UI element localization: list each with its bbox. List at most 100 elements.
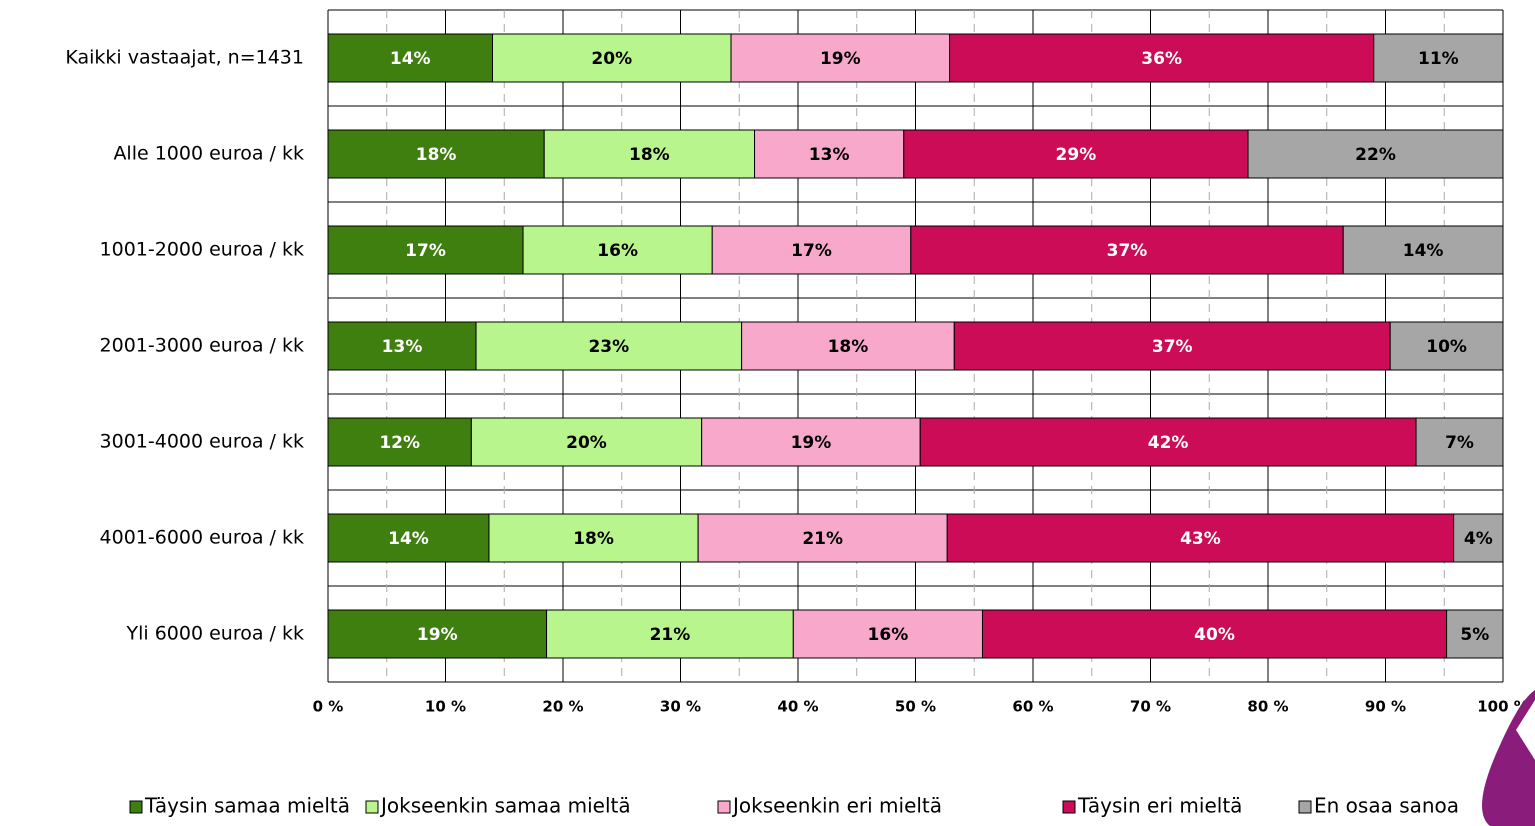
bar-segment (946, 513, 1455, 563)
x-tick-label: 90 % (1365, 698, 1406, 716)
bar-segment (327, 417, 472, 467)
data-label: 19% (791, 433, 832, 453)
bar-segment (903, 129, 1249, 179)
bar-segment (730, 33, 951, 83)
x-tick-label: 10 % (425, 698, 466, 716)
legend-label: Täysin samaa mieltä (144, 794, 350, 818)
bar-segment (327, 33, 493, 83)
bar-segment (1453, 513, 1504, 563)
data-label: 20% (566, 433, 607, 453)
x-tick-label: 40 % (777, 698, 818, 716)
bar-segment (1446, 609, 1504, 659)
data-label: 40% (1194, 625, 1235, 645)
y-tick-label: 2001-3000 euroa / kk (100, 335, 304, 357)
bar-segment (475, 321, 743, 371)
bar-segment (543, 129, 756, 179)
data-label: 36% (1141, 49, 1182, 69)
data-label: 18% (828, 337, 869, 357)
bar-segment (711, 225, 912, 275)
legend-swatch (129, 800, 143, 814)
legend-swatch (1062, 800, 1076, 814)
bar-segment (1342, 225, 1504, 275)
x-tick-label: 80 % (1247, 698, 1288, 716)
bar-segment (470, 417, 703, 467)
data-label: 14% (390, 49, 431, 69)
bar-segment (1389, 321, 1504, 371)
data-label: 37% (1107, 241, 1148, 261)
legend-label: En osaa sanoa (1314, 794, 1459, 818)
data-label: 14% (388, 529, 429, 549)
data-label: 16% (868, 625, 909, 645)
y-tick-label: Alle 1000 euroa / kk (113, 143, 304, 165)
data-label: 19% (820, 49, 861, 69)
bar-segment (327, 609, 548, 659)
bar-segment (792, 609, 983, 659)
data-label: 21% (650, 625, 691, 645)
y-tick-label: 3001-4000 euroa / kk (100, 431, 304, 453)
legend-label: Jokseenkin samaa mieltä (379, 794, 631, 818)
bar-segment (492, 33, 732, 83)
data-label: 12% (379, 433, 420, 453)
legend: Täysin samaa mieltä Jokseenkin samaa miel… (129, 794, 1459, 818)
logo (1482, 690, 1535, 826)
bar-segment (546, 609, 794, 659)
data-label: 18% (629, 145, 670, 165)
x-tick-label: 100 % (1477, 698, 1529, 716)
x-tick-label: 30 % (660, 698, 701, 716)
data-label: 4% (1464, 529, 1493, 549)
bar-segment (981, 609, 1448, 659)
bar-segment (1373, 33, 1504, 83)
bar-segment (754, 129, 905, 179)
data-label: 22% (1355, 145, 1396, 165)
data-label: 21% (802, 529, 843, 549)
x-tick-label: 60 % (1012, 698, 1053, 716)
data-label: 29% (1056, 145, 1097, 165)
data-label: 16% (597, 241, 638, 261)
x-tick-label: 70 % (1130, 698, 1171, 716)
data-label: 20% (591, 49, 632, 69)
data-label: 18% (416, 145, 457, 165)
data-label: 19% (417, 625, 458, 645)
labels: 0 % 10 % 20 % 30 % 40 % 50 % 60 % 70 % 80 % 90 % 1… (65, 47, 1528, 716)
data-label: 17% (791, 241, 832, 261)
bar-segment (1415, 417, 1504, 467)
y-tick-label: 4001-6000 euroa / kk (100, 527, 304, 549)
y-tick-label: 1001-2000 euroa / kk (100, 239, 304, 261)
data-label: 14% (1403, 241, 1444, 261)
y-tick-label: Kaikki vastaajat, n=1431 (65, 47, 304, 69)
bar-segment (522, 225, 713, 275)
data-label: 13% (382, 337, 423, 357)
data-label: 18% (573, 529, 614, 549)
data-label: 23% (588, 337, 629, 357)
data-label: 11% (1418, 49, 1459, 69)
logo-cut (1516, 700, 1535, 760)
legend-label: Täysin eri mieltä (1077, 794, 1242, 818)
x-tick-label: 20 % (542, 698, 583, 716)
legend-swatch (365, 800, 379, 814)
data-label: 10% (1426, 337, 1467, 357)
data-label: 13% (809, 145, 850, 165)
data-label: 5% (1460, 625, 1489, 645)
x-tick-label: 0 % (313, 698, 344, 716)
bar-segment (701, 417, 921, 467)
legend-label: Jokseenkin eri mieltä (731, 794, 942, 818)
bar-segment (1247, 129, 1504, 179)
data-label: 43% (1180, 529, 1221, 549)
bar-segment (741, 321, 955, 371)
bar-segment (919, 417, 1417, 467)
bars (327, 33, 1504, 659)
bar-segment (953, 321, 1391, 371)
bar-segment (910, 225, 1344, 275)
data-label: 7% (1445, 433, 1474, 453)
bar-segment (327, 129, 545, 179)
y-tick-label: Yli 6000 euroa / kk (126, 623, 304, 645)
legend-swatch (1298, 800, 1312, 814)
data-label: 37% (1152, 337, 1193, 357)
bar-segment (488, 513, 699, 563)
data-label: 42% (1148, 433, 1189, 453)
data-label: 17% (405, 241, 446, 261)
x-tick-label: 50 % (895, 698, 936, 716)
bar-segment (327, 225, 524, 275)
bar-segment (949, 33, 1375, 83)
